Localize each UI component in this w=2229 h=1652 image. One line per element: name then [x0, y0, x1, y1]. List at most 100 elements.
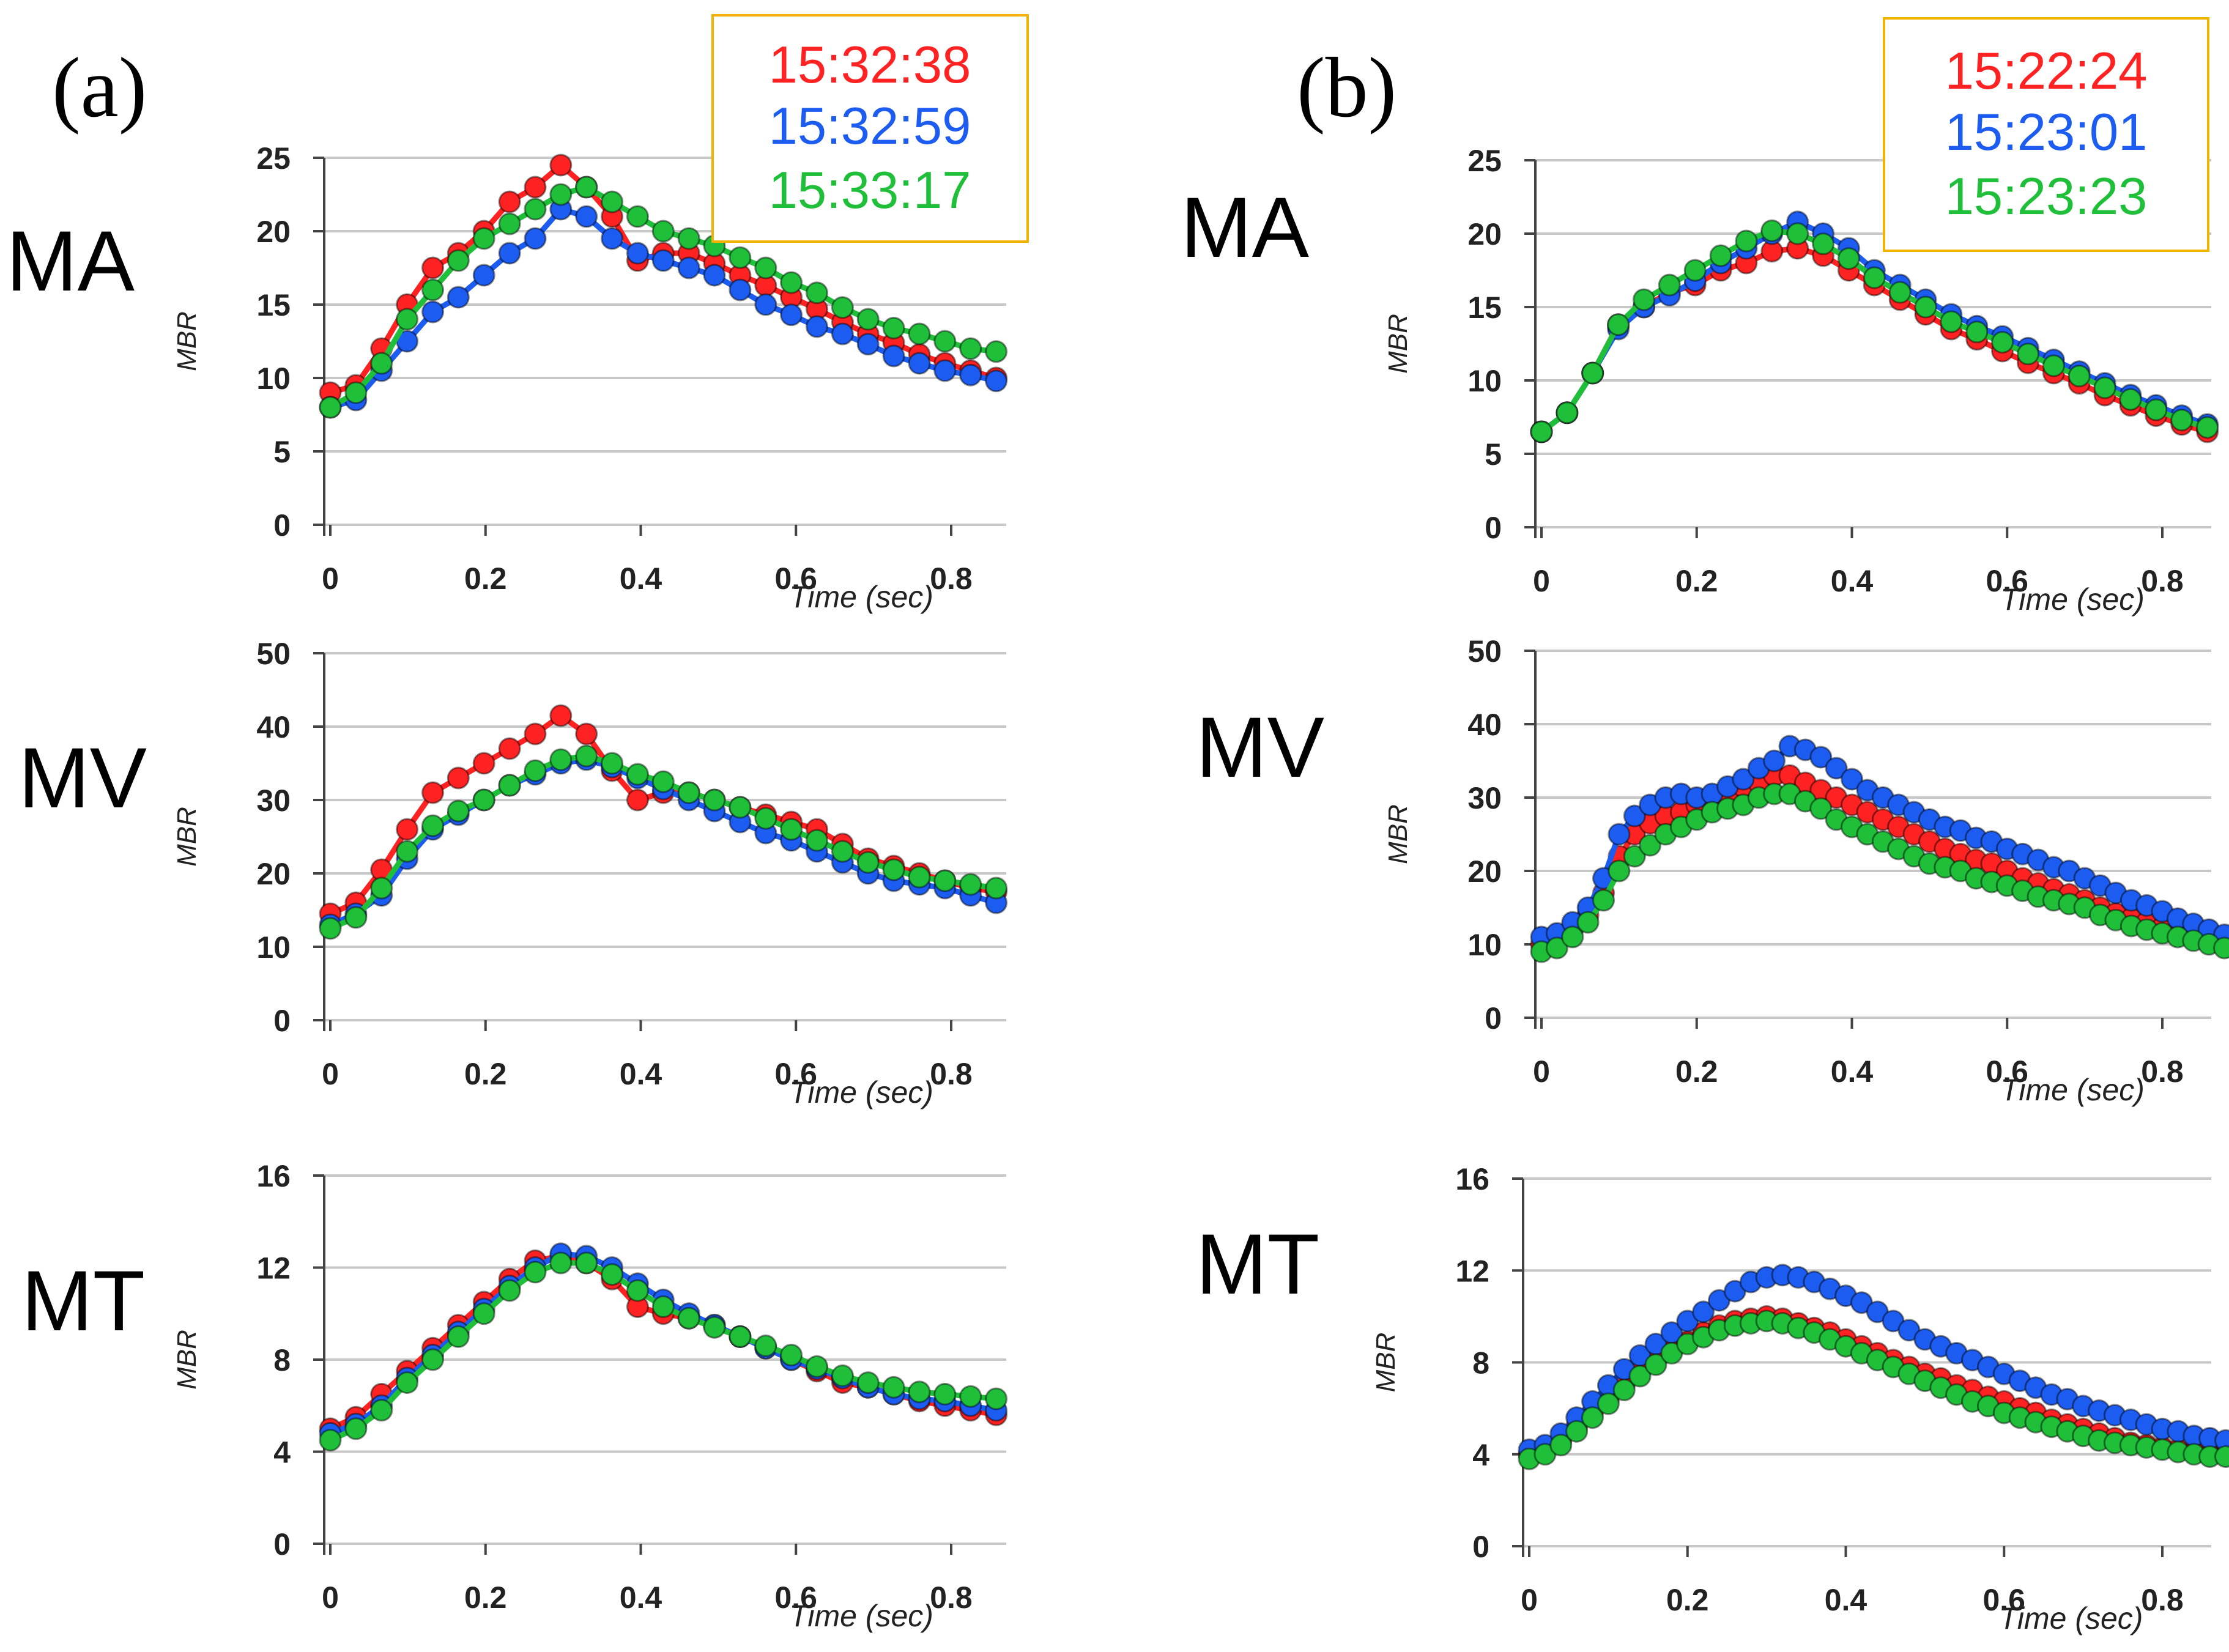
data-point: [524, 759, 547, 782]
data-point: [754, 807, 777, 830]
y-tick-label: 10: [1467, 364, 1502, 398]
data-point: [1628, 1365, 1652, 1388]
data-point: [370, 1399, 393, 1422]
data-point: [729, 278, 752, 302]
x-tick-label: 0.8: [930, 561, 973, 596]
data-point: [2017, 343, 2039, 366]
data-point: [575, 744, 598, 768]
data-point: [882, 344, 905, 368]
data-point: [344, 1417, 368, 1440]
x-tick-label: 0.6: [774, 1057, 817, 1091]
legend-b-box: [1883, 17, 2209, 252]
data-point: [1592, 889, 1615, 912]
data-point: [1556, 401, 1579, 424]
data-point: [1692, 1300, 1715, 1324]
data-point: [447, 799, 470, 823]
data-point: [1549, 1434, 1573, 1457]
data-point: [498, 1279, 521, 1302]
y-tick-label: 0: [1472, 1530, 1489, 1564]
data-point: [780, 818, 803, 841]
data-point: [1863, 266, 1886, 289]
data-point: [1708, 1289, 1730, 1312]
data-point: [447, 766, 470, 790]
data-point: [754, 256, 777, 280]
data-point: [626, 205, 649, 228]
legend-a-item-3: 15:33:17: [769, 161, 971, 220]
x-tick-label: 0: [1533, 564, 1550, 598]
data-point: [421, 300, 444, 324]
legend-a-box: [711, 14, 1029, 243]
y-tick-label: 20: [256, 857, 291, 891]
y-tick-label: 16: [256, 1159, 291, 1193]
data-point: [2213, 936, 2229, 960]
x-tick-label: 0.4: [620, 1580, 662, 1615]
data-point: [1850, 1291, 1873, 1314]
data-point: [1581, 361, 1604, 385]
data-point: [1683, 259, 1707, 282]
legend-a: 15:32:38 15:32:59 15:33:17: [711, 14, 1029, 243]
data-point: [370, 876, 393, 900]
x-axis-title: Time (sec): [789, 1599, 933, 1633]
x-tick-label: 0.6: [774, 561, 817, 596]
data-point: [370, 352, 393, 375]
data-point: [344, 381, 368, 404]
legend-a-item-2: 15:32:59: [769, 97, 971, 155]
y-tick-label: 20: [256, 215, 291, 249]
data-point: [1812, 232, 1835, 256]
data-point: [396, 818, 419, 841]
data-point: [1676, 1309, 1699, 1333]
data-point: [319, 1429, 342, 1452]
data-point: [677, 256, 700, 280]
data-point: [1597, 1392, 1620, 1415]
x-tick-label: 0.2: [464, 1057, 507, 1091]
data-point: [729, 796, 752, 819]
data-point: [1735, 229, 1758, 253]
y-tick-label: 12: [1455, 1254, 1489, 1288]
data-point: [575, 205, 598, 228]
data-point: [396, 308, 419, 331]
data-point: [806, 315, 828, 338]
y-tick-label: 50: [256, 637, 291, 671]
data-point: [2214, 1445, 2229, 1468]
data-point: [1576, 911, 1600, 934]
x-tick-label: 0.2: [1666, 1583, 1709, 1617]
data-point: [677, 227, 700, 250]
data-point: [447, 249, 470, 272]
data-point: [729, 1325, 752, 1348]
data-point: [882, 1376, 905, 1399]
data-point: [1534, 1443, 1557, 1466]
y-tick-label: 10: [256, 361, 291, 396]
x-tick-label: 0: [322, 1580, 339, 1615]
data-point: [933, 359, 957, 382]
data-point: [344, 906, 368, 929]
x-tick-label: 0.6: [1982, 1583, 2025, 1617]
y-tick-label: 40: [1467, 708, 1502, 742]
x-tick-label: 0.8: [930, 1057, 973, 1091]
data-point: [601, 190, 624, 213]
y-axis-title: MBR: [1383, 314, 1413, 374]
data-point: [1723, 1280, 1746, 1303]
data-point: [1639, 834, 1662, 857]
y-tick-label: 4: [1472, 1438, 1489, 1472]
x-axis-title: Time (sec): [1999, 1601, 2143, 1635]
data-point: [780, 1344, 803, 1366]
data-point: [1581, 1406, 1604, 1429]
data-point: [959, 873, 982, 896]
y-tick-label: 0: [273, 508, 291, 543]
data-point: [498, 212, 521, 235]
data-point: [1866, 1300, 1889, 1324]
data-point: [2145, 398, 2168, 421]
data-point: [908, 352, 931, 375]
y-tick-label: 12: [256, 1251, 291, 1286]
data-point: [959, 1385, 982, 1408]
data-point: [1644, 1353, 1667, 1376]
data-point: [549, 748, 573, 771]
x-axis-title: Time (sec): [789, 1075, 933, 1109]
x-axis-title: Time (sec): [789, 580, 933, 614]
data-point: [985, 1387, 1008, 1410]
data-point: [2196, 416, 2219, 439]
